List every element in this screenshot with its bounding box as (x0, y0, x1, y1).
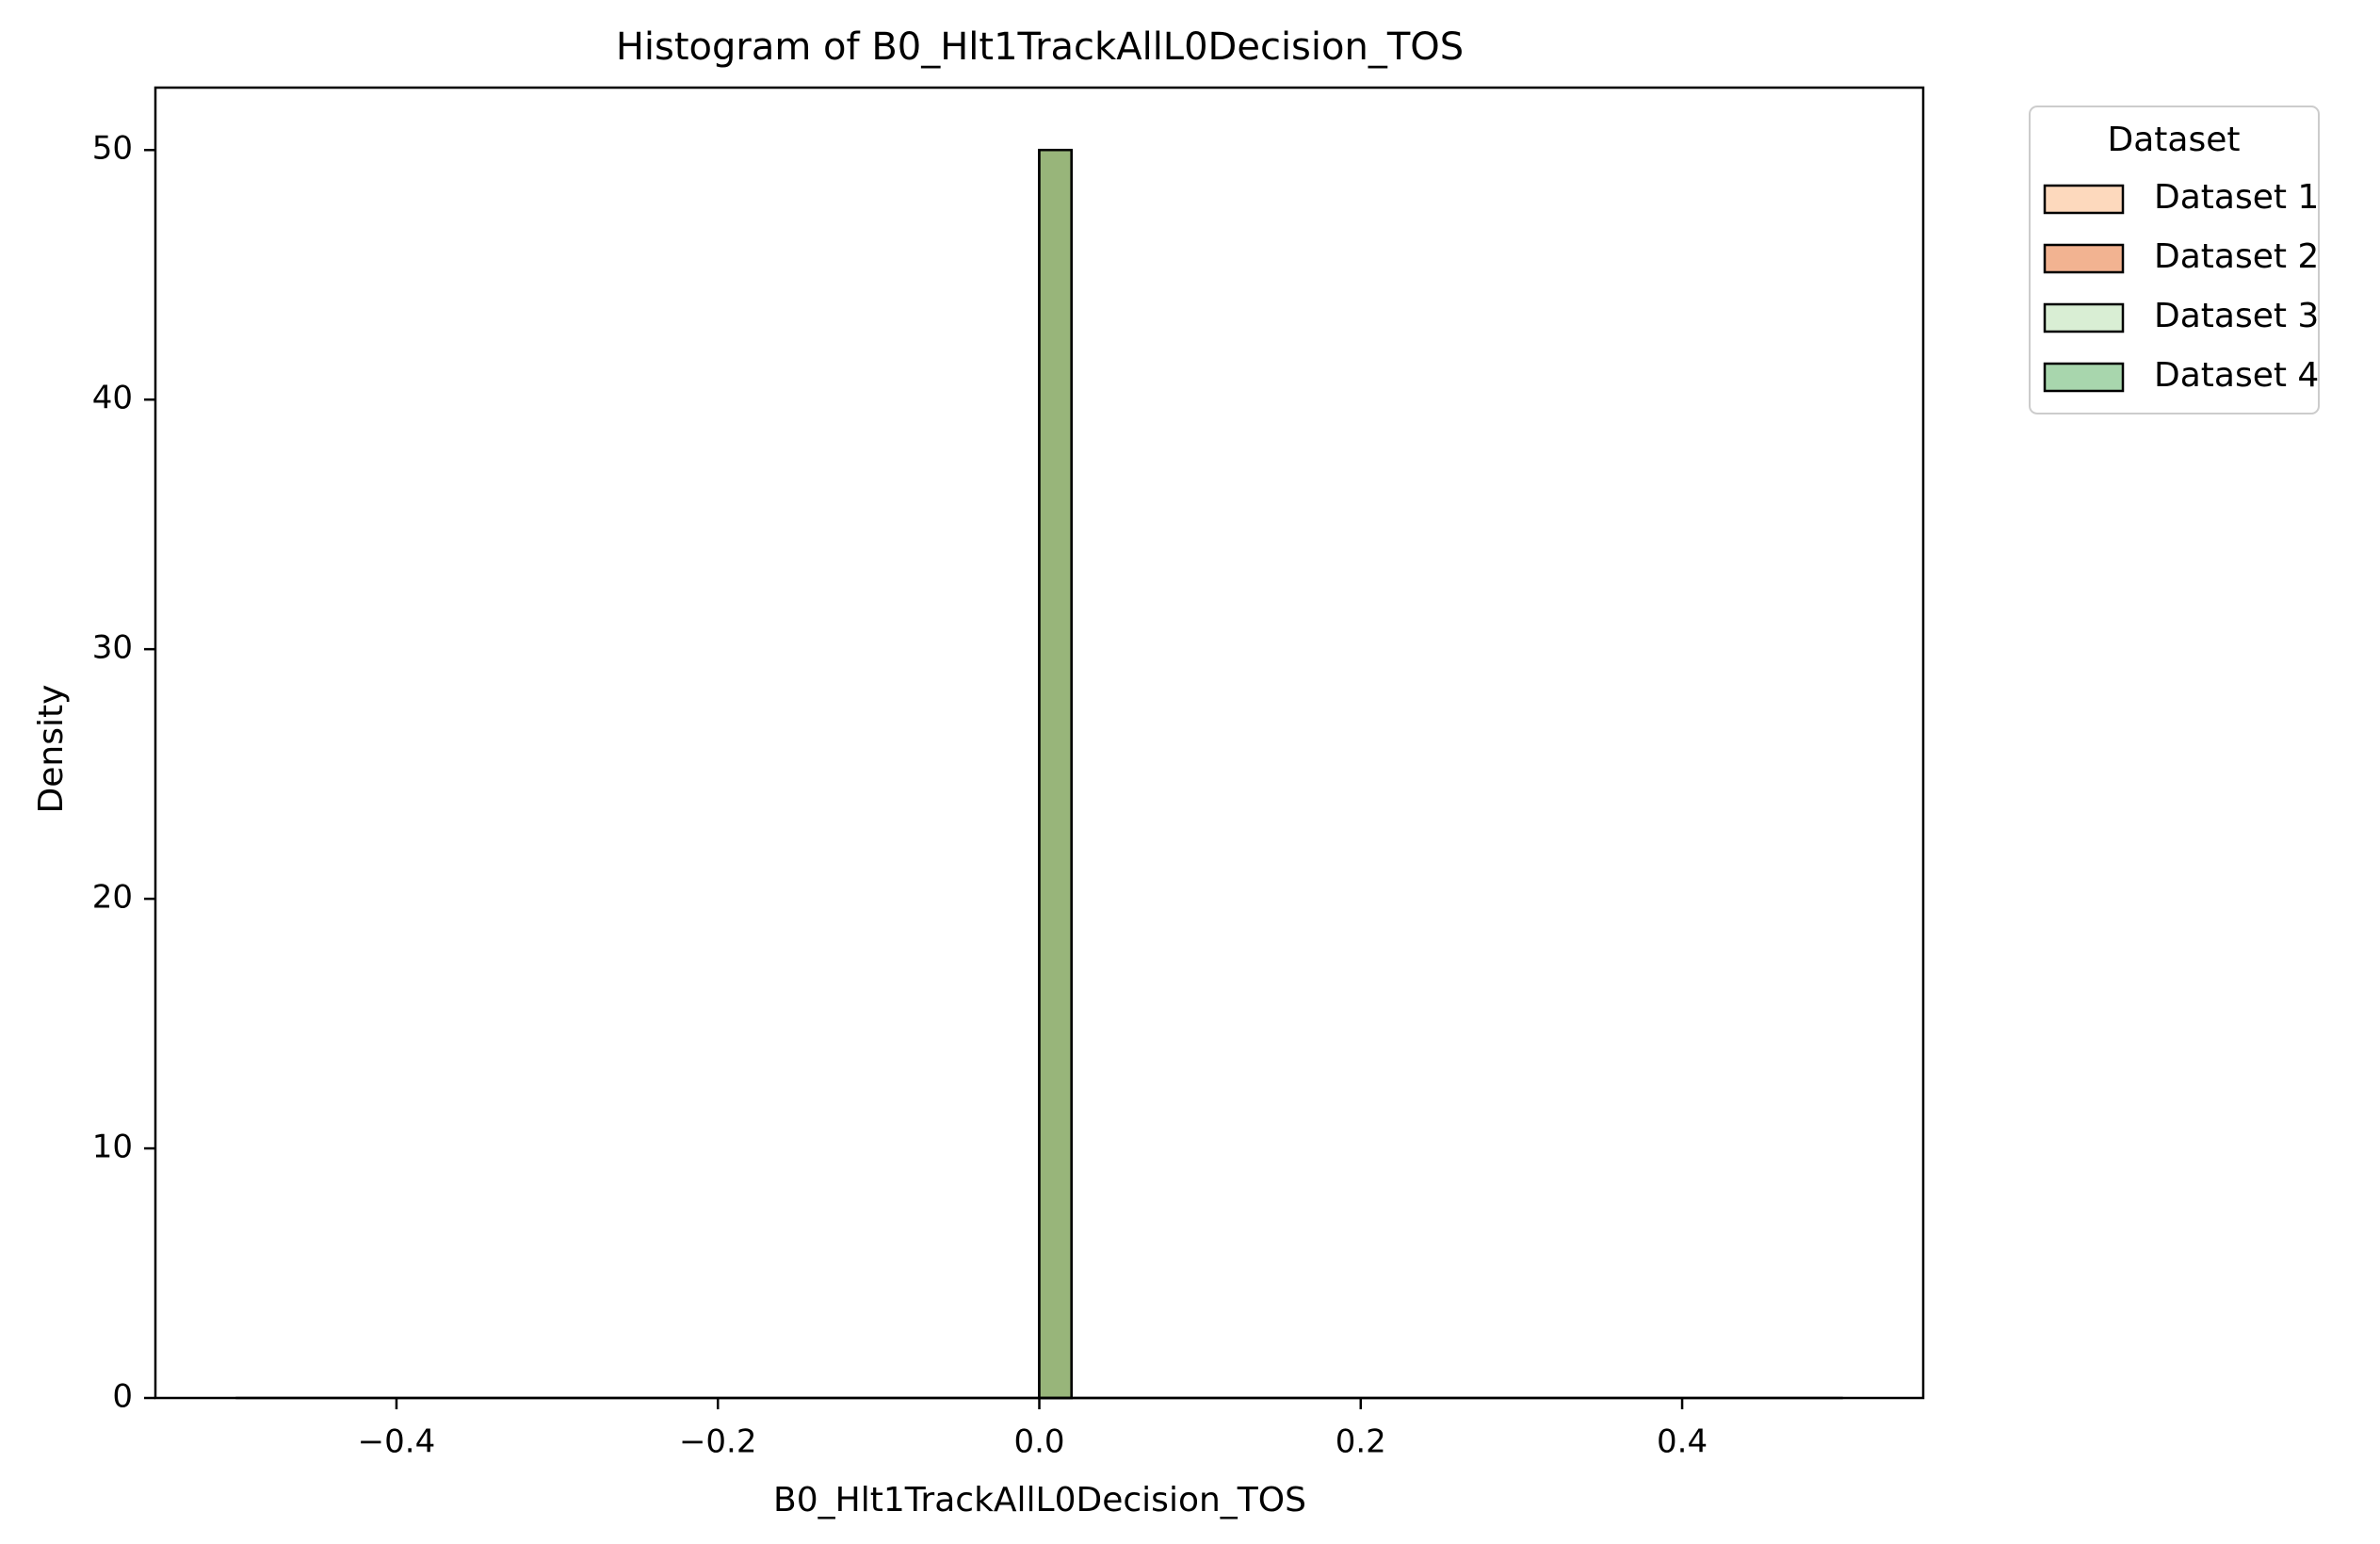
bars-layer (1038, 148, 1073, 1400)
legend-swatch (2043, 302, 2125, 333)
x-tick-label: −0.2 (679, 1423, 757, 1461)
x-tick-label: 0.4 (1657, 1423, 1708, 1461)
histogram-bar-4-1 (1038, 148, 1073, 1400)
y-axis-label: Density (32, 685, 71, 814)
x-tick-label: 0.2 (1336, 1423, 1386, 1461)
x-tick-label: 0.0 (1013, 1423, 1064, 1461)
x-axis: −0.4 −0.2 0.0 0.2 0.4 (358, 1398, 1708, 1461)
legend-label: Dataset 2 (2154, 237, 2319, 276)
legend-swatch (2043, 243, 2125, 274)
legend-swatch (2043, 184, 2125, 215)
legend-swatch (2043, 362, 2125, 393)
y-axis: 0 10 20 30 40 50 (92, 130, 155, 1416)
y-tick-label: 30 (92, 629, 133, 667)
legend-frame (2029, 106, 2320, 414)
y-tick-label: 20 (92, 879, 133, 917)
legend-title: Dataset (2108, 121, 2241, 159)
legend-label: Dataset 3 (2154, 297, 2319, 335)
chart-title: Histogram of B0_Hlt1TrackAllL0Decision_T… (616, 25, 1464, 69)
y-tick-label: 10 (92, 1129, 133, 1166)
legend-label: Dataset 4 (2154, 356, 2319, 395)
x-tick-label: −0.4 (358, 1423, 436, 1461)
legend-label: Dataset 1 (2154, 178, 2319, 217)
y-tick-label: 40 (92, 380, 133, 417)
y-tick-label: 50 (92, 130, 133, 168)
x-axis-label: B0_Hlt1TrackAllL0Decision_TOS (773, 1481, 1306, 1520)
legend-entries: Dataset 1 Dataset 2 Dataset 3 Dataset 4 (2043, 178, 2319, 395)
y-tick-label: 0 (112, 1378, 133, 1416)
